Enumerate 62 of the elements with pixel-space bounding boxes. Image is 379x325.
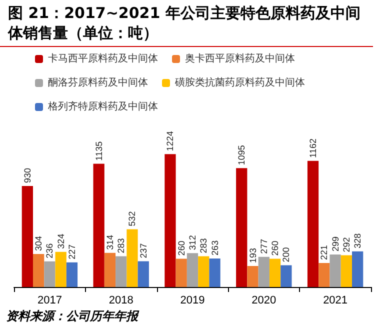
bar [126, 229, 138, 287]
bar [247, 266, 258, 287]
chart-title: 图 21：2017~2021 年公司主要特色原料药及中间体销售量（单位：吨） [0, 0, 373, 47]
data-label: 314 [104, 234, 115, 250]
legend-label: 卡马西平原料药及中间体 [48, 52, 158, 64]
data-label: 227 [66, 244, 77, 260]
bar [340, 255, 352, 287]
x-tick-label: 2021 [323, 294, 348, 306]
legend-label: 磺胺类抗菌药原料药及中间体 [174, 76, 305, 88]
bar [186, 253, 198, 287]
bar [138, 261, 149, 287]
data-label: 304 [34, 236, 44, 251]
data-label: 283 [198, 238, 209, 254]
bar [209, 258, 220, 287]
data-label: 324 [56, 234, 66, 249]
bar [352, 251, 364, 287]
bar [236, 168, 248, 287]
legend-label: 格列齐特原料药及中间体 [47, 100, 158, 112]
data-label: 263 [210, 240, 220, 256]
data-label: 1135 [94, 141, 104, 161]
data-label: 292 [341, 237, 352, 252]
bar [116, 256, 127, 287]
bar [176, 258, 187, 287]
data-label: 1224 [165, 131, 176, 152]
data-label: 312 [188, 235, 198, 250]
x-tick-label: 2020 [252, 294, 276, 306]
bar [104, 252, 116, 287]
bar [164, 154, 176, 287]
data-label: 299 [330, 236, 340, 252]
text: 资料来源：公司历年年报 [5, 309, 140, 323]
data-label: 193 [248, 248, 258, 264]
data-label: 237 [138, 243, 148, 258]
bar [258, 256, 270, 287]
data-label: 260 [176, 240, 186, 256]
legend-label: 酮洛芬原料药及中间体 [48, 76, 148, 88]
data-label: 328 [352, 233, 363, 248]
bar [32, 254, 44, 287]
data-label: 200 [281, 247, 292, 262]
bar [55, 252, 66, 287]
data-label: 532 [127, 211, 138, 226]
bar [66, 262, 78, 287]
bar [44, 261, 56, 287]
data-label: 221 [319, 244, 330, 260]
x-tick-label: 2017 [37, 294, 62, 306]
data-label: 930 [22, 168, 32, 184]
bar [269, 258, 281, 287]
data-label: 277 [258, 238, 269, 254]
bar [307, 160, 319, 287]
bar [280, 265, 292, 287]
data-label: 236 [44, 243, 55, 258]
data-label: 260 [270, 240, 280, 256]
data-label: 1095 [236, 145, 247, 166]
x-tick-label: 2019 [180, 294, 205, 306]
bar [330, 254, 341, 287]
bar [318, 263, 330, 287]
bar [22, 186, 33, 287]
x-tick-label: 2018 [108, 294, 134, 306]
legend-label: 奥卡西平原料药及中间体 [185, 52, 295, 64]
bar [198, 256, 210, 287]
data-label: 1162 [308, 138, 318, 158]
data-label: 283 [116, 238, 126, 254]
bar [93, 164, 104, 287]
